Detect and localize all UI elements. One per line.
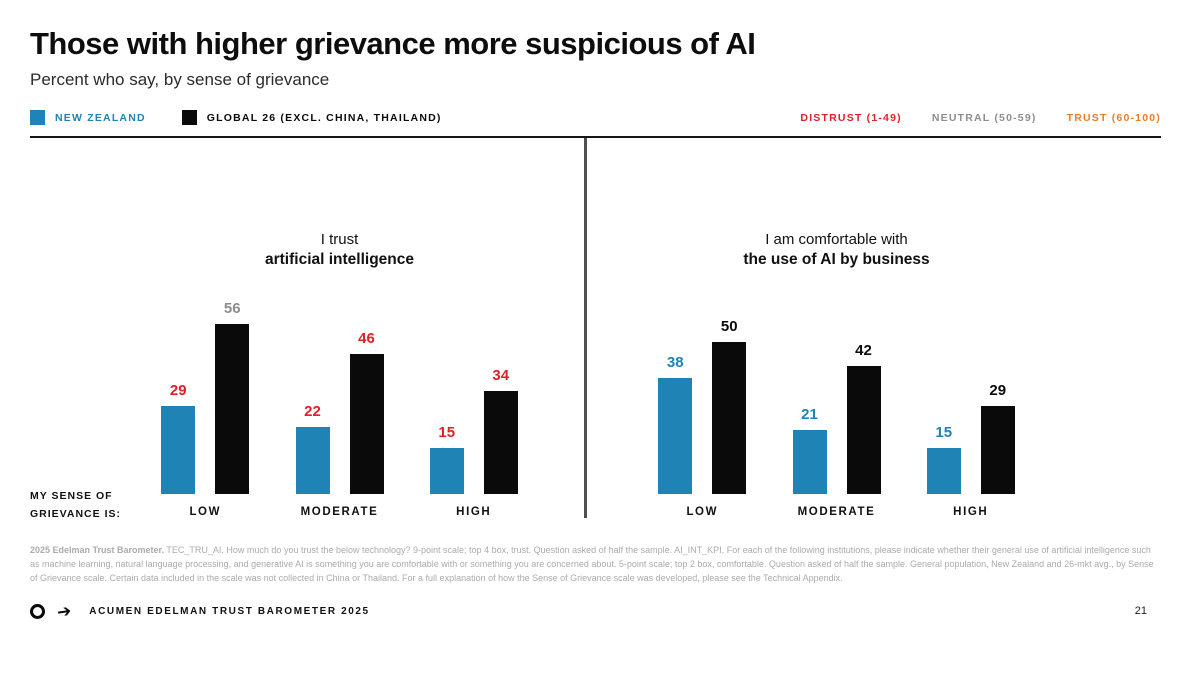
- bar-wrap: 50: [712, 318, 747, 494]
- bar-wrap: 56: [215, 300, 250, 494]
- bar-wrap: 38: [658, 354, 693, 494]
- bar-value-label: 21: [801, 406, 818, 423]
- bar-global26: [349, 354, 384, 494]
- bar-wrap: 15: [926, 424, 961, 494]
- bar-value-label: 29: [169, 382, 187, 399]
- category-label-low: LOW: [686, 506, 719, 518]
- page-title: Those with higher grievance more suspici…: [30, 26, 756, 61]
- bar-pair: 21 42: [792, 342, 881, 494]
- trust-scale-legend: DISTRUST (1-49) NEUTRAL (50-59) TRUST (6…: [800, 112, 1161, 124]
- panel-title-line2: artificial intelligence: [264, 251, 415, 269]
- footnote-text: TEC_TRU_AI. How much do you trust the be…: [30, 545, 1154, 583]
- bar-wrap: 29: [161, 382, 196, 494]
- bar-new-zealand: [295, 427, 330, 494]
- bar-global26: [846, 366, 881, 494]
- bar-group-high: 15 29 HIGH: [926, 382, 1015, 522]
- bar-wrap: 42: [846, 342, 881, 494]
- panel-title-comfortable-ai: I am comfortable with the use of AI by b…: [612, 230, 1061, 271]
- scale-label-neutral: NEUTRAL (50-59): [931, 111, 1037, 124]
- category-label-moderate: MODERATE: [300, 506, 379, 518]
- grievance-axis-label-line2: GRIEVANCE IS:: [30, 508, 121, 521]
- scale-label-distrust: DISTRUST (1-49): [800, 111, 902, 124]
- bar-value-label: 15: [935, 424, 953, 441]
- legend-item-global26: GLOBAL 26 (EXCL. CHINA, THAILAND): [181, 110, 442, 125]
- bar-new-zealand: [658, 378, 693, 494]
- bar-group-low: 29 56 LOW: [161, 300, 250, 522]
- bar-wrap: 29: [980, 382, 1015, 494]
- bar-pair: 15 29: [926, 382, 1015, 494]
- bar-wrap: 34: [483, 367, 518, 494]
- bar-group-moderate: 21 42 MODERATE: [792, 342, 881, 522]
- panel-divider: [584, 138, 587, 518]
- bar-wrap: 15: [429, 424, 464, 494]
- bar-value-label: 22: [304, 403, 321, 420]
- footer-brand-group: ➔ ACUMEN EDELMAN TRUST BAROMETER 2025: [30, 600, 370, 622]
- bar-new-zealand: [161, 406, 196, 494]
- panel-title-line1: I am comfortable with: [765, 231, 908, 248]
- bar-global26: [712, 342, 747, 494]
- acumen-logo-icon: [30, 603, 45, 619]
- grievance-axis-label-line1: MY SENSE OF: [30, 490, 113, 503]
- bar-group-low: 38 50 LOW: [658, 318, 747, 522]
- bar-pair: 15 34: [429, 367, 518, 494]
- bar-pair: 38 50: [658, 318, 747, 494]
- bar-global26: [483, 391, 518, 494]
- bar-value-label: 29: [989, 382, 1007, 399]
- page-subtitle: Percent who say, by sense of grievance: [30, 70, 330, 89]
- bar-new-zealand: [792, 430, 827, 494]
- arrow-icon: ➔: [55, 600, 73, 622]
- panel-comfortable-ai: I am comfortable with the use of AI by b…: [587, 138, 1161, 526]
- grievance-axis-label: MY SENSE OF GRIEVANCE IS:: [30, 488, 121, 524]
- panel-title-trust-ai: I trust artificial intelligence: [115, 230, 564, 271]
- bar-value-label: 46: [358, 330, 375, 347]
- bar-pair: 22 46: [295, 330, 384, 494]
- bar-value-label: 56: [223, 300, 241, 317]
- series-legend: NEW ZEALAND GLOBAL 26 (EXCL. CHINA, THAI…: [30, 110, 442, 125]
- scale-label-trust: TRUST (60-100): [1066, 111, 1161, 124]
- bar-value-label: 42: [855, 342, 872, 359]
- legend-label-new-zealand: NEW ZEALAND: [55, 111, 146, 124]
- legend-label-global26: GLOBAL 26 (EXCL. CHINA, THAILAND): [206, 111, 442, 124]
- chart-section: I trust artificial intelligence 29 56 LOW 2…: [30, 138, 1161, 526]
- bar-wrap: 46: [349, 330, 384, 494]
- category-label-low: LOW: [189, 506, 222, 518]
- bar-value-label: 15: [438, 424, 456, 441]
- global26-swatch-icon: [181, 110, 197, 125]
- panel-trust-ai: I trust artificial intelligence 29 56 LOW 2…: [30, 138, 584, 526]
- bars-row-comfortable-ai: 38 50 LOW 21 42 MODERATE 15 29 HIGH: [612, 318, 1061, 522]
- bar-group-high: 15 34 HIGH: [429, 367, 518, 522]
- category-label-high: HIGH: [456, 506, 492, 518]
- bar-new-zealand: [926, 448, 961, 494]
- bar-pair: 29 56: [161, 300, 250, 494]
- bar-new-zealand: [429, 448, 464, 494]
- footnote-bold-lead: 2025 Edelman Trust Barometer.: [30, 545, 165, 555]
- header-divider: [30, 136, 1161, 138]
- panel-title-line1: I trust: [320, 231, 359, 248]
- bar-global26: [980, 406, 1015, 494]
- category-label-moderate: MODERATE: [797, 506, 876, 518]
- legend-row: NEW ZEALAND GLOBAL 26 (EXCL. CHINA, THAI…: [30, 110, 1161, 125]
- category-label-high: HIGH: [953, 506, 989, 518]
- bar-value-label: 50: [720, 318, 738, 335]
- bar-value-label: 34: [492, 367, 510, 384]
- bar-global26: [215, 324, 250, 494]
- bar-wrap: 22: [295, 403, 330, 494]
- page-number: 21: [1134, 605, 1147, 618]
- footer: ➔ ACUMEN EDELMAN TRUST BAROMETER 2025 21: [30, 600, 1161, 622]
- bar-group-moderate: 22 46 MODERATE: [295, 330, 384, 522]
- bar-wrap: 21: [792, 406, 827, 494]
- new-zealand-swatch-icon: [30, 110, 45, 125]
- bar-value-label: 38: [666, 354, 684, 371]
- panel-title-line2: the use of AI by business: [743, 251, 930, 269]
- legend-item-new-zealand: NEW ZEALAND: [30, 110, 146, 125]
- footer-brand-text: ACUMEN EDELMAN TRUST BAROMETER 2025: [89, 605, 370, 617]
- footnote: 2025 Edelman Trust Barometer. TEC_TRU_AI…: [30, 544, 1161, 586]
- bars-row-trust-ai: 29 56 LOW 22 46 MODERATE 15 34 HIGH: [115, 300, 564, 522]
